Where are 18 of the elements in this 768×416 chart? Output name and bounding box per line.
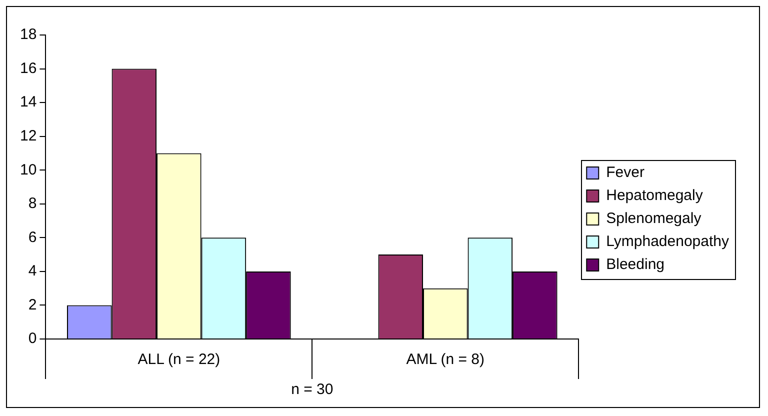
legend-label: Splenomegaly xyxy=(606,210,702,228)
y-tick-label: 14 xyxy=(20,94,37,111)
legend-label: Lymphadenopathy xyxy=(606,233,730,250)
y-tick-label: 12 xyxy=(20,127,37,144)
legend-label: Hepatomegaly xyxy=(606,187,704,204)
x-tick-label: AML (n = 8) xyxy=(406,351,485,368)
legend-label: Bleeding xyxy=(606,256,665,274)
y-tick-label: 16 xyxy=(20,60,37,77)
x-axis-title: n = 30 xyxy=(291,381,334,398)
y-tick-label: 18 xyxy=(20,26,37,44)
y-tick-label: 6 xyxy=(28,228,37,246)
y-tick-label: 4 xyxy=(28,262,37,280)
x-tick-label: ALL (n = 22) xyxy=(138,351,220,368)
legend-label: Fever xyxy=(606,164,644,182)
y-tick-label: 8 xyxy=(28,195,37,212)
y-tick-label: 10 xyxy=(20,161,37,178)
y-tick-label: 0 xyxy=(28,330,37,348)
y-tick-label: 2 xyxy=(28,296,37,314)
